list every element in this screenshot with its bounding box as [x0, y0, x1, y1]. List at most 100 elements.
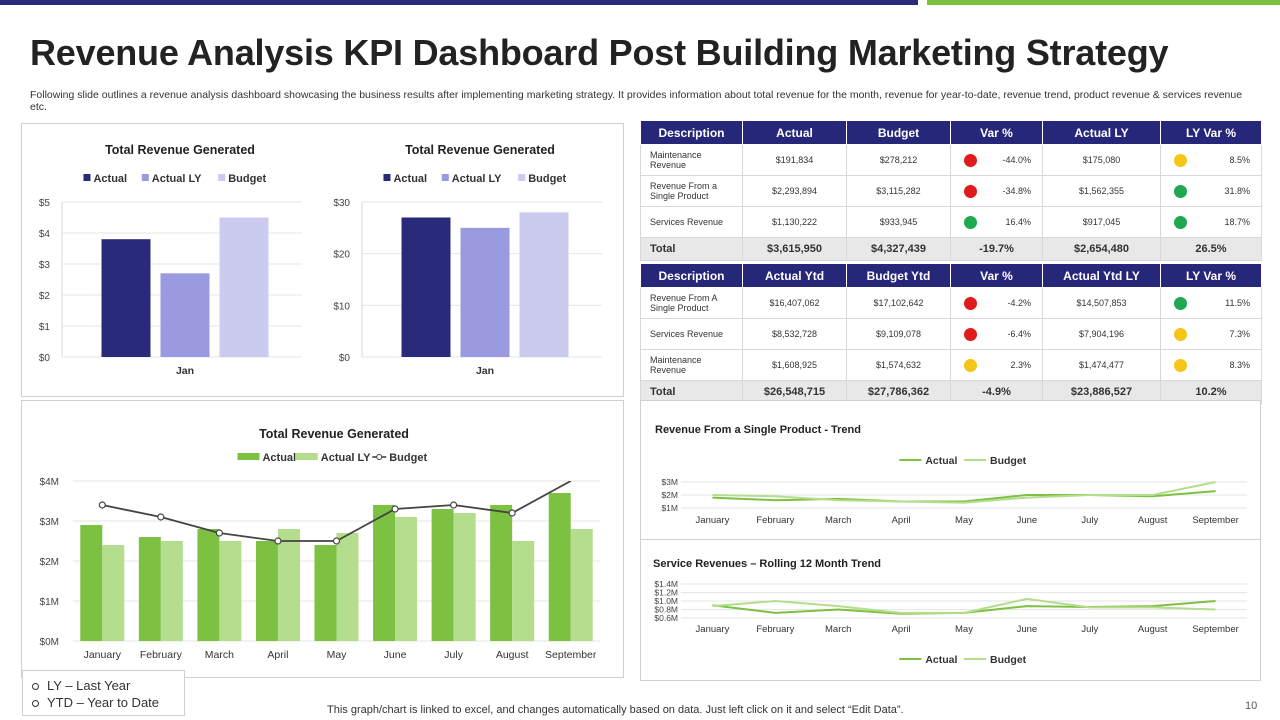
ly-var-value: 8.3%: [1229, 360, 1250, 370]
legend-swatch: [141, 174, 149, 181]
chart-total-revenue-month[interactable]: Total Revenue Generated Actual Actual LY Bu…: [22, 124, 322, 396]
cell-ly-var: 31.8%: [1160, 175, 1262, 207]
table-row: Maintenance Revenue $1,608,925 $1,574,63…: [640, 349, 1262, 381]
col-header: Actual Ytd: [742, 263, 847, 288]
table-header-row: Description Actual Budget Var % Actual L…: [640, 120, 1262, 145]
bar: [219, 217, 269, 357]
chart-title: Total Revenue Generated: [259, 427, 409, 441]
cell-budget: $9,109,078: [846, 318, 951, 350]
x-tick-label: September: [1192, 624, 1238, 635]
ly-var-value: 18.7%: [1224, 217, 1250, 227]
bar: [102, 545, 125, 641]
legend-label: Actual LY: [452, 173, 502, 185]
chart-title: Revenue From a Single Product - Trend: [655, 424, 861, 436]
kpi-table-ytd: Description Actual Ytd Budget Ytd Var % …: [640, 263, 1262, 404]
row-description: Maintenance Revenue: [640, 349, 743, 381]
chart-total-revenue-ytd[interactable]: Total Revenue Generated Actual Actual LY Bu…: [322, 124, 622, 396]
cell-actual-ly: $1,474,477: [1042, 349, 1161, 381]
table-header-row: Description Actual Ytd Budget Ytd Var % …: [640, 263, 1262, 288]
col-header: Budget Ytd: [846, 263, 951, 288]
y-tick-label: $10: [333, 301, 350, 312]
x-tick-label: May: [955, 515, 973, 526]
page-number: 10: [1245, 700, 1258, 712]
bar: [101, 239, 151, 357]
x-tick-label: January: [696, 515, 730, 526]
x-tick-label: June: [1017, 624, 1038, 635]
bullet-circle-icon: [32, 700, 39, 708]
x-tick-label: February: [756, 624, 794, 635]
var-value: -6.4%: [1007, 329, 1031, 339]
bar: [395, 517, 418, 641]
y-tick-label: $1: [39, 322, 51, 333]
bar: [373, 505, 396, 641]
x-tick-label: January: [696, 624, 730, 635]
col-header: LY Var %: [1160, 263, 1262, 288]
chart-title: Total Revenue Generated: [105, 143, 255, 157]
cell-actual-ly: $175,080: [1042, 144, 1161, 176]
bar: [277, 529, 300, 641]
row-description: Services Revenue: [640, 206, 743, 238]
chart-service-revenues-trend[interactable]: Service Revenues – Rolling 12 Month Tren…: [641, 540, 1260, 680]
budget-point: [98, 501, 106, 509]
abbreviation-legend: LY – Last Year YTD – Year to Date: [22, 670, 185, 716]
status-dot-icon: [1174, 184, 1187, 198]
row-description: Revenue From A Single Product: [640, 287, 743, 319]
cell-actual: $2,293,894: [742, 175, 847, 207]
top-accent-bar-green: [927, 0, 1280, 5]
ly-var-value: 8.5%: [1229, 155, 1250, 165]
status-dot-icon: [1174, 358, 1187, 372]
x-tick-label: Jan: [176, 365, 194, 377]
status-dot-icon: [1174, 296, 1187, 310]
total-ly-var: 26.5%: [1160, 237, 1262, 261]
status-dot-icon: [964, 215, 977, 229]
legend-label: Actual LY: [152, 173, 202, 185]
cell-actual: $1,130,222: [742, 206, 847, 238]
bar: [138, 537, 161, 641]
table-row: Revenue From A Single Product $16,407,06…: [640, 287, 1262, 319]
legend-item-ytd: YTD – Year to Date: [32, 694, 184, 711]
status-dot-icon: [1174, 327, 1187, 341]
cell-budget: $3,115,282: [846, 175, 951, 207]
cell-var: 16.4%: [950, 206, 1043, 238]
cell-budget: $278,212: [846, 144, 951, 176]
x-tick-label: March: [825, 624, 851, 635]
trend-divider: [641, 539, 1260, 540]
x-tick-label: August: [1138, 624, 1168, 635]
bar: [548, 493, 571, 641]
bottom-left-chart-panel: Total Revenue Generated Actual Actual LY Bu…: [21, 400, 624, 678]
legend-label: Actual: [262, 452, 296, 464]
total-label: Total: [640, 237, 743, 261]
cell-actual-ly: $917,045: [1042, 206, 1161, 238]
legend-label: Budget: [228, 173, 266, 185]
legend-label: Actual: [925, 455, 957, 467]
cell-ly-var: 11.5%: [1160, 287, 1262, 319]
x-tick-label: March: [825, 515, 851, 526]
legend-swatch: [237, 453, 260, 460]
chart-single-product-trend[interactable]: Revenue From a Single Product - Trend Act…: [641, 401, 1260, 539]
budget-point: [508, 509, 516, 517]
x-tick-label: August: [1138, 515, 1168, 526]
cell-actual-ly: $1,562,355: [1042, 175, 1161, 207]
y-tick-label: $3: [39, 260, 51, 271]
bullet-circle-icon: [32, 683, 39, 691]
table-row: Revenue From a Single Product $2,293,894…: [640, 175, 1262, 207]
budget-point: [391, 505, 399, 513]
chart-total-revenue-monthly[interactable]: Total Revenue Generated Actual Actual LY Bu…: [22, 401, 623, 677]
y-tick-label: $1.0M: [654, 596, 678, 606]
col-header: Var %: [950, 263, 1043, 288]
series-line: [712, 481, 1216, 504]
cell-budget: $17,102,642: [846, 287, 951, 319]
cell-actual: $16,407,062: [742, 287, 847, 319]
cell-var: -6.4%: [950, 318, 1043, 350]
y-tick-label: $4: [39, 229, 51, 240]
y-tick-label: $0M: [40, 637, 59, 648]
bar: [431, 509, 454, 641]
bar: [512, 541, 535, 641]
total-actual-ly: $2,654,480: [1042, 237, 1161, 261]
y-tick-label: $2M: [40, 557, 59, 568]
y-tick-label: $2M: [661, 490, 678, 500]
y-tick-label: $1M: [661, 503, 678, 513]
col-header: LY Var %: [1160, 120, 1262, 145]
page-title: Revenue Analysis KPI Dashboard Post Buil…: [30, 32, 1169, 73]
y-tick-label: $4M: [40, 477, 59, 488]
